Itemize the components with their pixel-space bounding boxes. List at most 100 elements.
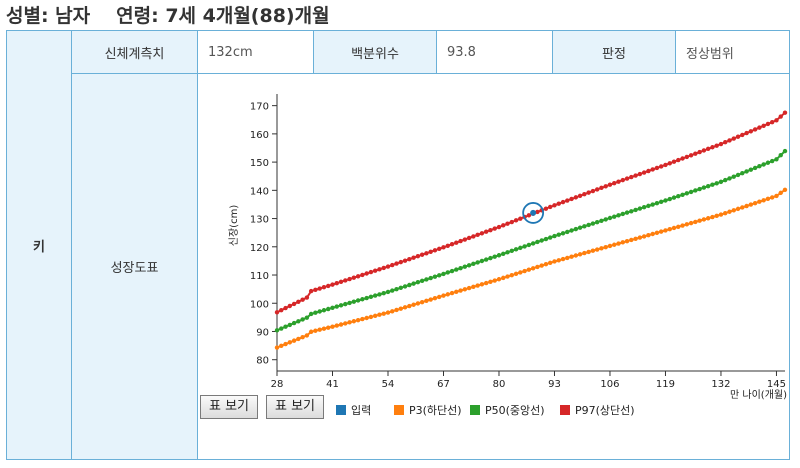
series-point-2 [385,289,391,295]
series-point-2 [705,183,711,189]
series-point-2 [714,181,719,186]
series-point-3 [296,299,301,304]
series-point-2 [428,275,433,281]
series-point-2 [740,170,745,176]
series-point-2 [501,251,506,256]
y-tick-label: 140 [250,186,269,197]
series-point-2 [641,205,647,210]
series-point-2 [321,308,327,313]
table-view-button-2[interactable]: 표 보기 [266,395,325,419]
series-point-2 [723,177,728,183]
series-point-1 [530,266,536,271]
series-point-3 [390,262,395,268]
series-point-2 [398,285,403,290]
series-point-2 [296,319,301,324]
series-point-1 [300,334,305,340]
series-point-2 [774,157,779,162]
series-point-3 [368,269,374,275]
series-point-1 [590,248,596,253]
series-point-2 [590,221,596,226]
percentile-label: 백분위수 [314,31,437,74]
series-point-3 [769,119,775,125]
series-point-1 [765,196,771,202]
x-tick-label: 119 [656,379,675,390]
series-point-1 [471,284,476,290]
series-point-2 [458,265,463,271]
series-point-1 [705,216,711,221]
series-point-3 [432,248,438,253]
series-point-2 [475,260,480,265]
series-point-2 [526,242,532,248]
series-point-2 [757,164,762,169]
series-point-3 [437,246,442,252]
series-point-3 [466,235,472,241]
series-point-1 [731,208,736,213]
series-point-3 [330,282,335,287]
series-point-3 [488,227,493,233]
gender-text: 성별: 남자 [6,5,91,27]
series-point-2 [505,250,510,255]
series-point-2 [441,271,446,277]
series-point-1 [466,285,472,291]
series-point-2 [407,282,412,288]
series-point-1 [710,214,715,220]
x-tick-label: 132 [711,379,730,390]
series-point-2 [390,288,395,293]
series-point-2 [466,263,472,268]
x-tick-label: 145 [767,379,786,390]
series-point-2 [492,254,497,259]
patient-summary: 성별: 남자 연령: 7세 4개월(88)개월 [6,3,330,29]
series-point-1 [501,275,506,281]
y-tick-label: 170 [250,102,269,113]
legend-label: P97(상단선) [575,404,635,417]
series-point-1 [483,280,489,286]
series-point-2 [629,209,634,214]
y-tick-label: 100 [250,299,269,310]
series-point-3 [445,243,450,248]
series-point-3 [304,295,310,300]
y-tick-label: 90 [256,327,269,338]
y-tick-label: 80 [256,356,269,367]
series-point-2 [449,268,455,274]
series-point-2 [360,297,365,302]
growth-chart-area: 80 90 100 110 120 130 140 150 160 170 28 41 54 67 80 93… [198,74,789,459]
series-point-3 [300,297,305,302]
series-point-3 [612,180,617,186]
series-point-1 [697,218,702,223]
series-point-3 [492,226,497,231]
series-point-1 [769,195,775,200]
series-point-3 [308,288,314,294]
series-point-3 [496,224,502,230]
series-point-2 [496,253,502,258]
series-point-3 [287,303,293,309]
series-point-1 [727,209,732,214]
series-point-1 [693,219,698,225]
series-point-3 [355,274,361,279]
series-point-1 [680,223,685,228]
series-point-1 [761,198,766,203]
series-point-1 [701,217,707,222]
series-point-1 [556,258,561,263]
series-point-1 [296,336,301,342]
series-point-2 [697,186,702,192]
series-point-2 [279,326,284,331]
series-point-2 [676,193,681,199]
series-point-1 [543,262,549,267]
table-view-button-1[interactable]: 표 보기 [200,395,259,419]
measure-label: 신체계측치 [72,31,198,74]
series-point-3 [458,238,463,244]
x-tick-label: 54 [382,379,395,390]
series-point-1 [607,243,613,249]
series-point-1 [778,190,783,196]
series-point-3 [283,305,288,311]
series-point-1 [513,271,519,276]
series-point-3 [646,168,651,174]
series-point-1 [338,322,344,327]
series-point-3 [501,223,506,228]
series-point-2 [535,239,540,245]
input-point-ring [522,202,545,224]
series-point-1 [364,315,369,321]
series-point-2 [650,202,655,207]
series-point-1 [560,256,566,262]
series-point-3 [360,272,365,278]
